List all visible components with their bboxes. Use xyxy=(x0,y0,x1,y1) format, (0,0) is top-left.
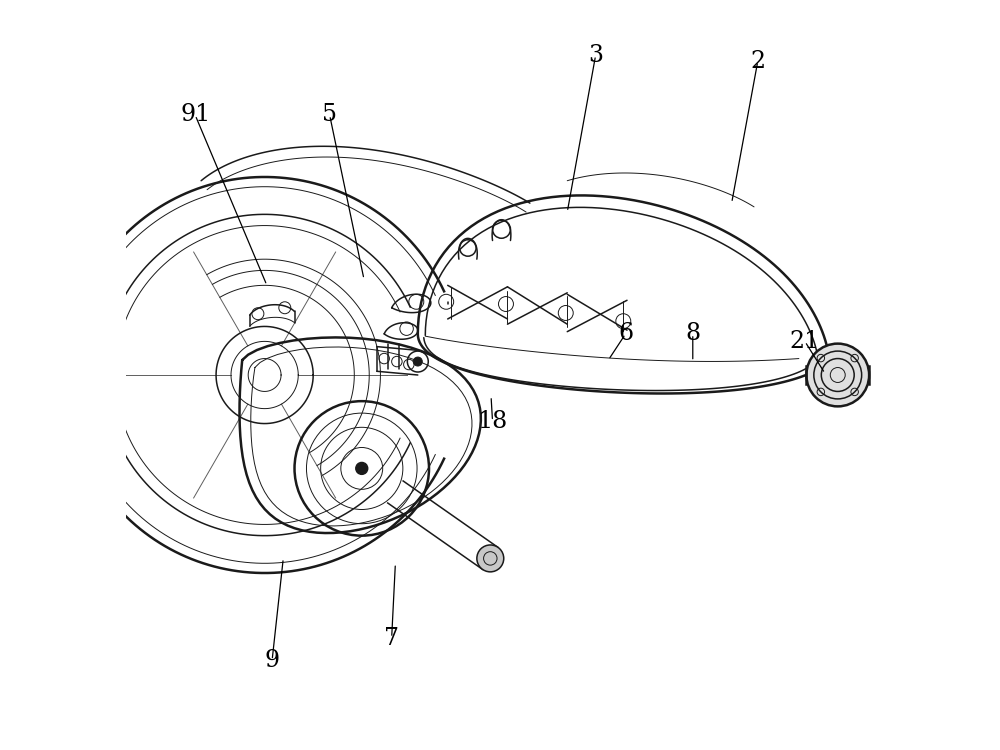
Circle shape xyxy=(356,463,368,475)
Circle shape xyxy=(477,545,504,572)
Text: 3: 3 xyxy=(588,44,603,67)
Text: 8: 8 xyxy=(685,322,700,346)
Text: 5: 5 xyxy=(322,104,337,127)
Text: 9: 9 xyxy=(265,649,280,672)
Text: 2: 2 xyxy=(750,50,765,73)
Circle shape xyxy=(413,357,422,366)
Text: 6: 6 xyxy=(618,322,633,346)
Text: 7: 7 xyxy=(384,626,399,650)
Text: 91: 91 xyxy=(180,104,210,127)
Text: 21: 21 xyxy=(790,330,820,353)
Text: 18: 18 xyxy=(477,410,508,433)
Circle shape xyxy=(806,344,869,406)
